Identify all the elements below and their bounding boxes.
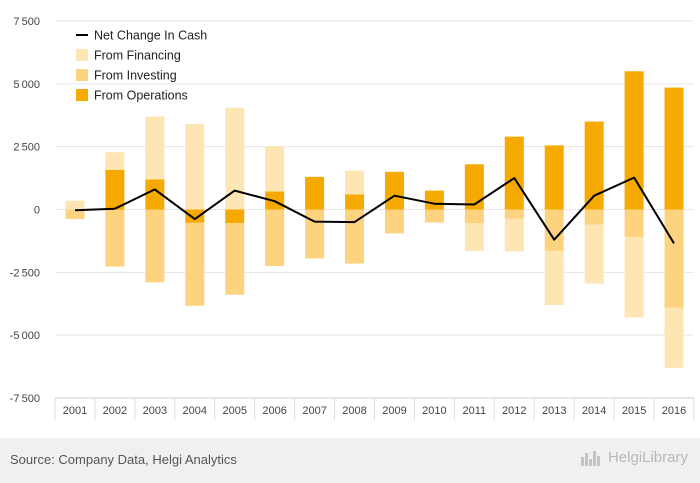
y-tick-label: -7 500 xyxy=(10,393,40,405)
bar-from-financing xyxy=(185,124,205,210)
bar-from-investing xyxy=(464,209,484,224)
brand-name: HelgiLibrary xyxy=(607,449,688,466)
net-change-line xyxy=(74,176,675,244)
bar-from-operations xyxy=(424,190,444,210)
y-tick-label: 2 500 xyxy=(13,142,40,154)
bar-from-financing xyxy=(345,170,365,195)
x-tick-label: 2016 xyxy=(662,405,686,417)
bar-from-financing xyxy=(464,223,484,251)
x-tick-label: 2013 xyxy=(542,405,566,417)
bar-from-investing xyxy=(664,209,684,308)
x-tick-label: 2011 xyxy=(463,405,487,417)
legend-label: From Financing xyxy=(94,49,181,63)
bar-from-investing xyxy=(584,209,604,225)
bar-from-investing xyxy=(544,209,564,251)
bar-from-operations xyxy=(544,145,564,210)
library-icon xyxy=(580,450,603,466)
y-tick-label: -2 500 xyxy=(10,267,40,279)
bar-from-operations xyxy=(105,169,125,210)
bar-from-financing xyxy=(225,107,245,210)
x-axis: 2001 2002 2003 2004 2005 2006 2007 2008 2009 2010… xyxy=(54,397,695,420)
legend-item: Net Change In Cash xyxy=(76,29,207,43)
x-tick-label: 2005 xyxy=(222,405,246,417)
x-tick-label: 2003 xyxy=(143,405,167,417)
bar-from-investing xyxy=(424,209,444,223)
bar-from-operations xyxy=(345,194,365,210)
line-net-change-in-cash xyxy=(74,176,675,244)
bar-from-operations xyxy=(305,176,325,210)
bar-from-operations xyxy=(145,179,165,210)
bar-from-financing xyxy=(145,116,165,180)
bar-from-financing xyxy=(664,307,684,368)
bar-from-investing xyxy=(624,209,644,238)
bar-from-investing xyxy=(504,209,524,219)
bar-from-financing xyxy=(544,250,564,306)
bar-from-operations xyxy=(624,71,644,210)
bar-from-operations xyxy=(504,136,524,210)
x-tick-label: 2009 xyxy=(382,405,406,417)
x-tick-label: 2008 xyxy=(342,405,366,417)
bar-from-financing xyxy=(265,146,285,192)
legend-label: From Operations xyxy=(94,89,188,103)
bar-from-financing xyxy=(584,224,604,284)
x-tick-label: 2014 xyxy=(582,405,606,417)
legend-label: From Investing xyxy=(94,69,177,83)
x-tick-label: 2012 xyxy=(502,405,526,417)
legend-swatch xyxy=(76,49,88,61)
legend-item: From Operations xyxy=(76,89,188,103)
legend-item: From Investing xyxy=(76,69,177,83)
x-tick-label: 2007 xyxy=(302,405,326,417)
x-tick-label: 2010 xyxy=(422,405,446,417)
bars xyxy=(65,71,684,368)
bar-from-investing xyxy=(185,222,205,306)
bar-from-financing xyxy=(504,218,524,252)
legend-label: Net Change In Cash xyxy=(94,29,207,43)
bar-from-investing xyxy=(145,209,165,283)
x-tick-label: 2004 xyxy=(183,405,207,417)
bar-from-operations xyxy=(664,87,684,210)
bar-from-investing xyxy=(384,209,404,234)
bar-from-financing xyxy=(105,152,125,170)
x-tick-label: 2002 xyxy=(103,405,127,417)
brand-logo: HelgiLibrary xyxy=(580,449,688,466)
bar-from-operations xyxy=(225,209,245,224)
y-tick-label: 0 xyxy=(34,205,40,217)
bar-from-operations xyxy=(185,209,205,223)
y-tick-label: 7 500 xyxy=(13,16,40,28)
footer: Source: Company Data, Helgi Analytics He… xyxy=(0,438,700,483)
legend-swatch xyxy=(76,89,88,101)
bar-from-investing xyxy=(105,209,125,267)
bar-from-financing xyxy=(624,237,644,318)
x-tick-label: 2015 xyxy=(622,405,646,417)
legend-item: From Financing xyxy=(76,49,181,63)
legend: Net Change In Cash From Financing From Inv… xyxy=(76,29,207,103)
bar-from-operations xyxy=(464,164,484,210)
bar-from-investing xyxy=(225,223,245,295)
bar-from-investing xyxy=(265,209,285,267)
x-tick-label: 2001 xyxy=(63,405,87,417)
bar-from-financing xyxy=(65,200,85,210)
x-tick-label: 2006 xyxy=(262,405,286,417)
bar-from-investing xyxy=(305,209,325,259)
bar-from-operations xyxy=(584,121,604,210)
source-note: Source: Company Data, Helgi Analytics xyxy=(10,452,237,467)
bar-from-investing xyxy=(65,209,85,220)
bar-from-operations xyxy=(384,171,404,210)
y-tick-label: -5 000 xyxy=(10,330,40,342)
y-axis: -7 500 -5 000 -2 500 0 2 500 5 000 7 500 xyxy=(10,16,40,405)
legend-swatch xyxy=(76,69,88,81)
y-tick-label: 5 000 xyxy=(13,79,40,91)
